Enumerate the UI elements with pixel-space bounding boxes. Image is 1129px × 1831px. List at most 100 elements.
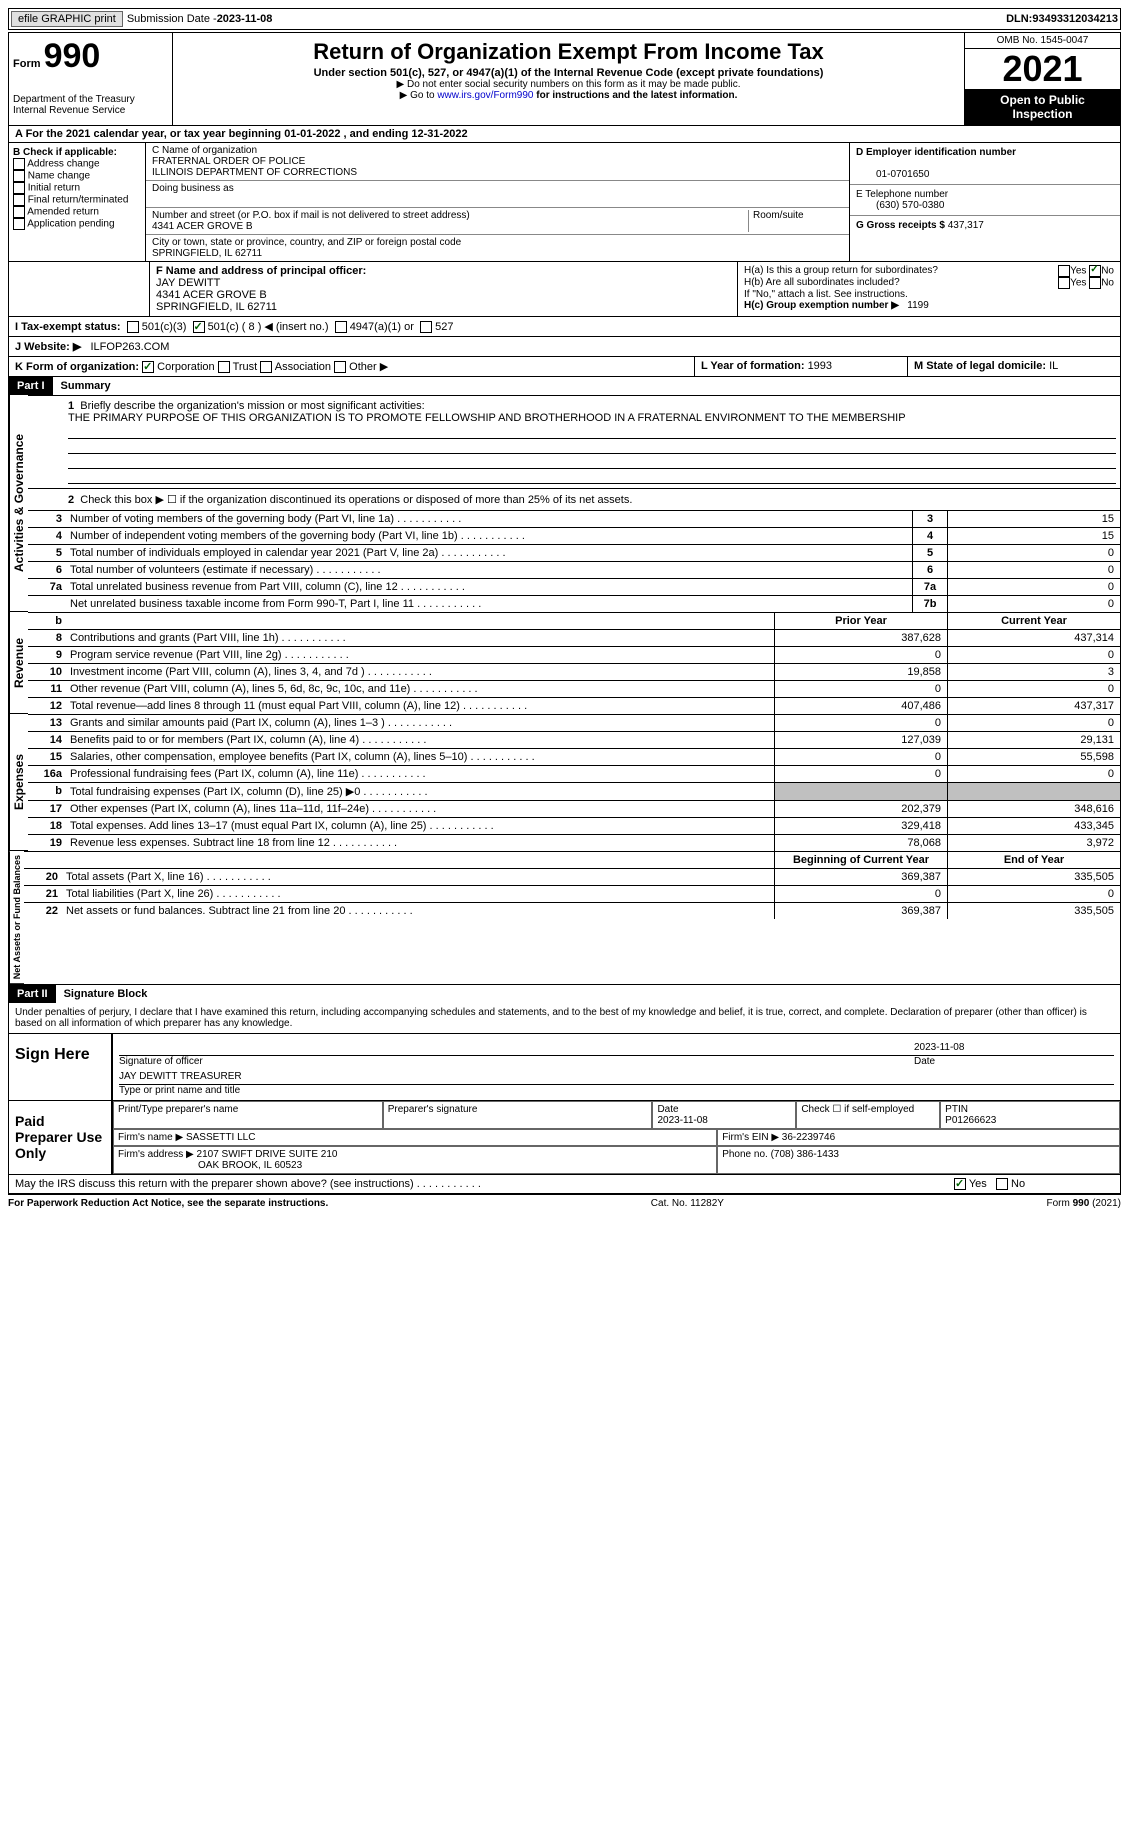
table-row: 22Net assets or fund balances. Subtract …	[24, 902, 1120, 919]
rev-header: b Prior Year Current Year	[28, 612, 1120, 629]
firm-ein-label: Firm's EIN ▶	[722, 1132, 782, 1143]
chk-name[interactable]	[13, 170, 25, 182]
vtab-activities: Activities & Governance	[9, 395, 28, 612]
table-row: 9Program service revenue (Part VIII, lin…	[28, 646, 1120, 663]
ha-yes[interactable]	[1058, 265, 1070, 277]
table-row: 13Grants and similar amounts paid (Part …	[28, 714, 1120, 731]
website-label: J Website: ▶	[15, 341, 81, 353]
declaration: Under penalties of perjury, I declare th…	[9, 1003, 1120, 1033]
table-row: 19Revenue less expenses. Subtract line 1…	[28, 834, 1120, 851]
firm-name-label: Firm's name ▶	[118, 1132, 186, 1143]
table-row: 3Number of voting members of the governi…	[28, 510, 1120, 527]
tax-status-label: I Tax-exempt status:	[15, 321, 121, 333]
vtab-net: Net Assets or Fund Balances	[9, 851, 24, 984]
form990-link[interactable]: www.irs.gov/Form990	[437, 90, 533, 101]
name-label: C Name of organization	[152, 145, 257, 156]
table-row: 7aTotal unrelated business revenue from …	[28, 578, 1120, 595]
footer-left: For Paperwork Reduction Act Notice, see …	[8, 1198, 328, 1209]
chk-final[interactable]	[13, 194, 25, 206]
irs-yes[interactable]	[954, 1178, 966, 1190]
table-row: 5Total number of individuals employed in…	[28, 544, 1120, 561]
tax-year-text: A For the 2021 calendar year, or tax yea…	[15, 128, 468, 140]
prep-sig-label: Preparer's signature	[383, 1101, 653, 1129]
table-row: 18Total expenses. Add lines 13–17 (must …	[28, 817, 1120, 834]
chk-address[interactable]	[13, 158, 25, 170]
chk-assoc[interactable]	[260, 361, 272, 373]
phone-label: E Telephone number	[856, 189, 948, 200]
ha-label: H(a) Is this a group return for subordin…	[744, 265, 938, 277]
officer-name: JAY DEWITT	[156, 277, 220, 289]
irs-label: Internal Revenue Service	[13, 105, 168, 116]
table-row: 17Other expenses (Part IX, column (A), l…	[28, 800, 1120, 817]
chk-amended[interactable]	[13, 206, 25, 218]
row-klm: K Form of organization: Corporation Trus…	[8, 357, 1121, 377]
col-c-org-info: C Name of organization FRATERNAL ORDER O…	[146, 143, 849, 261]
dln-label: DLN:	[1006, 13, 1032, 25]
year-formation: 1993	[808, 360, 832, 372]
table-row: Net unrelated business taxable income fr…	[28, 595, 1120, 612]
header-row: Form 990 Department of the Treasury Inte…	[8, 32, 1121, 126]
no-1: No	[1101, 266, 1114, 277]
row-fh: F Name and address of principal officer:…	[8, 262, 1121, 317]
lbl-501c: 501(c) ( 8 ) ◀ (insert no.)	[208, 321, 329, 333]
footer-mid: Cat. No. 11282Y	[651, 1198, 724, 1209]
no-2: No	[1101, 278, 1114, 289]
lbl-other: Other ▶	[349, 361, 388, 373]
line1-label: Briefly describe the organization's miss…	[80, 400, 424, 412]
table-row: 20Total assets (Part X, line 16)369,3873…	[24, 868, 1120, 885]
table-row: 4Number of independent voting members of…	[28, 527, 1120, 544]
open-public: Open to Public Inspection	[965, 89, 1120, 125]
paid-prep-label: Paid Preparer Use Only	[9, 1101, 111, 1174]
hb-label: H(b) Are all subordinates included?	[744, 277, 900, 289]
firm-phone: (708) 386-1433	[771, 1149, 839, 1160]
irs-no[interactable]	[996, 1178, 1008, 1190]
yes-3: Yes	[969, 1178, 987, 1190]
firm-addr2: OAK BROOK, IL 60523	[118, 1160, 302, 1171]
chk-501c[interactable]	[193, 321, 205, 333]
state-domicile: IL	[1049, 360, 1058, 372]
part2-header: Part II	[9, 985, 56, 1003]
chk-other[interactable]	[334, 361, 346, 373]
table-row: 14Benefits paid to or for members (Part …	[28, 731, 1120, 748]
footer: For Paperwork Reduction Act Notice, see …	[8, 1194, 1121, 1212]
chk-501c3[interactable]	[127, 321, 139, 333]
website-value: ILFOP263.COM	[91, 341, 170, 353]
ha-no[interactable]	[1089, 265, 1101, 277]
org-name-2: ILLINOIS DEPARTMENT OF CORRECTIONS	[152, 167, 357, 178]
sig-officer-label: Signature of officer	[119, 1056, 914, 1067]
paid-preparer-section: Paid Preparer Use Only Print/Type prepar…	[8, 1101, 1121, 1175]
ptin-value: P01266623	[945, 1115, 996, 1126]
hb-yes[interactable]	[1058, 277, 1070, 289]
lbl-initial: Initial return	[28, 183, 80, 194]
lbl-assoc: Association	[275, 361, 331, 373]
part-1: Part I Summary Activities & Governance 1…	[8, 377, 1121, 985]
row-i: I Tax-exempt status: 501(c)(3) 501(c) ( …	[8, 317, 1121, 337]
form-word: Form	[13, 58, 41, 70]
may-irs-row: May the IRS discuss this return with the…	[8, 1175, 1121, 1194]
dept-treasury: Department of the Treasury	[13, 94, 168, 105]
submission-date: 2023-11-08	[217, 13, 273, 25]
form-number: 990	[44, 37, 101, 75]
street-address: 4341 ACER GROVE B	[152, 221, 253, 232]
lbl-4947: 4947(a)(1) or	[350, 321, 414, 333]
title-box: Return of Organization Exempt From Incom…	[173, 33, 964, 125]
chk-initial[interactable]	[13, 182, 25, 194]
chk-trust[interactable]	[218, 361, 230, 373]
net-header: Beginning of Current Year End of Year	[24, 851, 1120, 868]
efile-print-button[interactable]: efile GRAPHIC print	[11, 11, 123, 27]
chk-pending[interactable]	[13, 218, 25, 230]
chk-527[interactable]	[420, 321, 432, 333]
hc-label: H(c) Group exemption number ▶	[744, 300, 899, 311]
sign-here-label: Sign Here	[9, 1034, 111, 1100]
row-j: J Website: ▶ ILFOP263.COM	[8, 337, 1121, 357]
officer-addr2: SPRINGFIELD, IL 62711	[156, 301, 277, 313]
chk-corp[interactable]	[142, 361, 154, 373]
addr-label: Number and street (or P.O. box if mail i…	[152, 210, 470, 221]
part-2: Part II Signature Block Under penalties …	[8, 985, 1121, 1034]
hb-no[interactable]	[1089, 277, 1101, 289]
firm-addr1: 2107 SWIFT DRIVE SUITE 210	[197, 1149, 338, 1160]
begin-year-header: Beginning of Current Year	[774, 852, 947, 868]
chk-4947[interactable]	[335, 321, 347, 333]
table-row: 21Total liabilities (Part X, line 26)00	[24, 885, 1120, 902]
lbl-corp: Corporation	[157, 361, 214, 373]
